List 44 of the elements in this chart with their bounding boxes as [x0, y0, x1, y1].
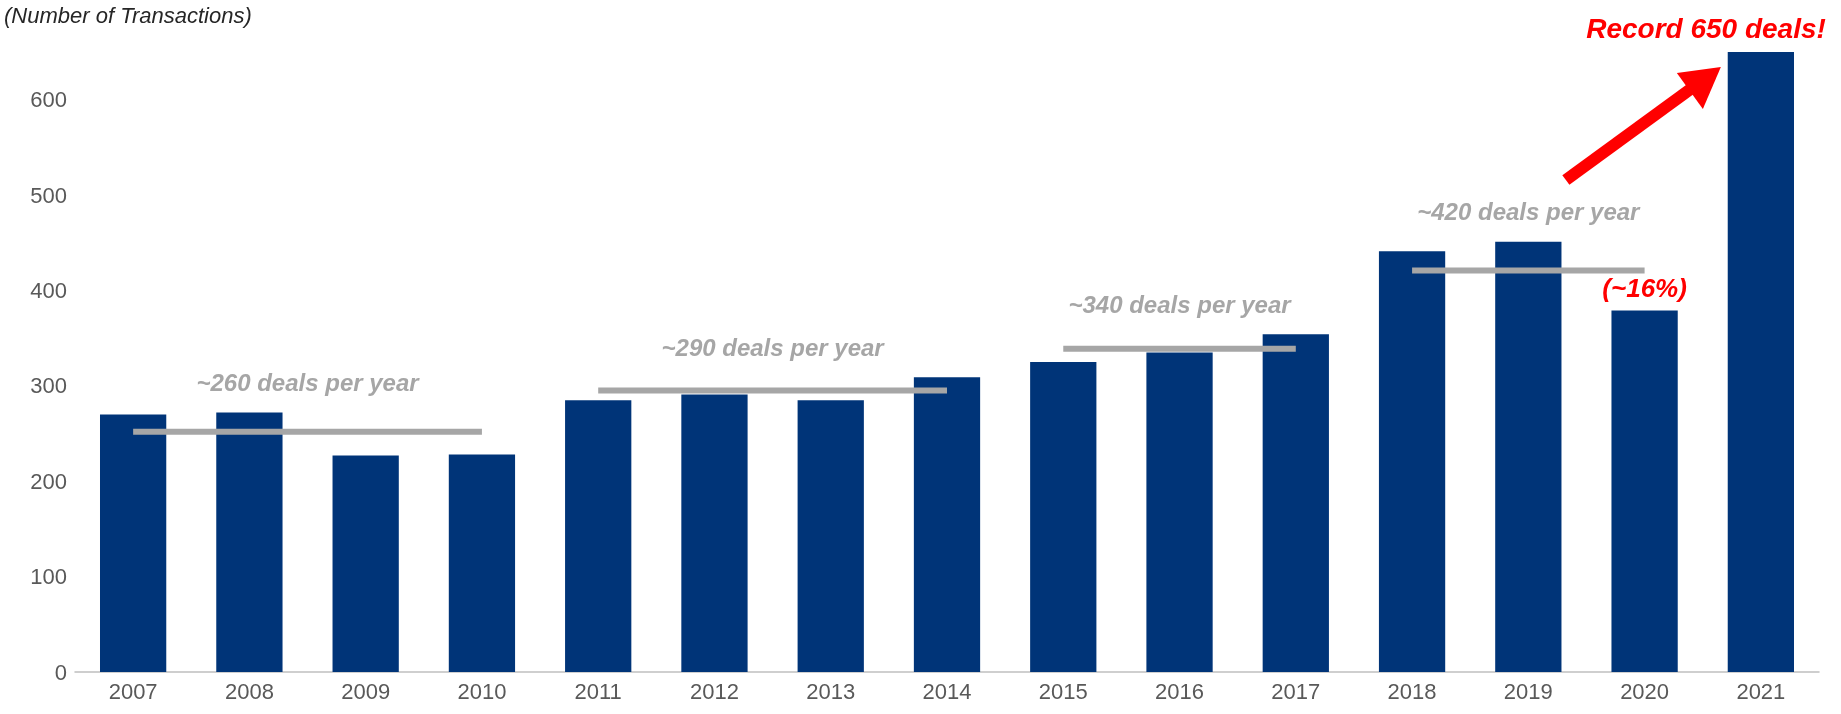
annotation: (~16%): [1602, 273, 1687, 304]
bar: [1611, 310, 1678, 672]
bar: [913, 377, 981, 672]
x-tick-label: 2020: [1620, 678, 1670, 704]
y-tick-label: 500: [30, 182, 67, 208]
annotation: Record 650 deals!: [1586, 12, 1826, 44]
y-axis-title: (Number of Transactions): [4, 2, 252, 28]
x-tick-label: 2011: [574, 678, 622, 704]
x-tick-label: 2010: [457, 678, 507, 704]
bar: [1146, 352, 1213, 672]
bar: [1727, 52, 1794, 672]
x-tick-label: 2015: [1038, 678, 1088, 704]
bar: [1262, 334, 1329, 672]
x-tick-label: 2008: [224, 678, 274, 704]
x-tick-label: 2014: [922, 678, 972, 704]
bar: [332, 455, 399, 672]
bar: [797, 400, 864, 672]
bar: [216, 412, 283, 672]
y-tick-label: 0: [54, 659, 67, 685]
annotation: ~420 deals per year: [1417, 198, 1642, 226]
annotation: ~260 deals per year: [196, 369, 421, 397]
bar: [1495, 241, 1562, 672]
bar: [565, 400, 632, 672]
x-tick-label: 2021: [1736, 678, 1786, 704]
bar: [100, 414, 167, 672]
y-tick-label: 300: [30, 373, 67, 399]
bar: [681, 394, 748, 672]
bar: [1030, 362, 1097, 672]
bar: [448, 454, 516, 672]
y-tick-label: 200: [30, 468, 67, 494]
x-tick-label: 2007: [108, 678, 158, 704]
y-tick-label: 600: [30, 87, 67, 113]
x-tick-label: 2018: [1387, 678, 1437, 704]
x-tick-label: 2016: [1155, 678, 1205, 704]
x-tick-label: 2012: [689, 678, 739, 704]
y-tick-label: 400: [30, 277, 67, 303]
x-tick-label: 2009: [341, 678, 391, 704]
x-tick-label: 2017: [1271, 678, 1321, 704]
x-tick-label: 2013: [806, 678, 856, 704]
annotation: ~340 deals per year: [1068, 290, 1293, 318]
annotation: ~290 deals per year: [661, 333, 886, 361]
bar: [1378, 251, 1446, 672]
x-tick-label: 2019: [1503, 678, 1553, 704]
y-tick-label: 100: [30, 564, 67, 590]
